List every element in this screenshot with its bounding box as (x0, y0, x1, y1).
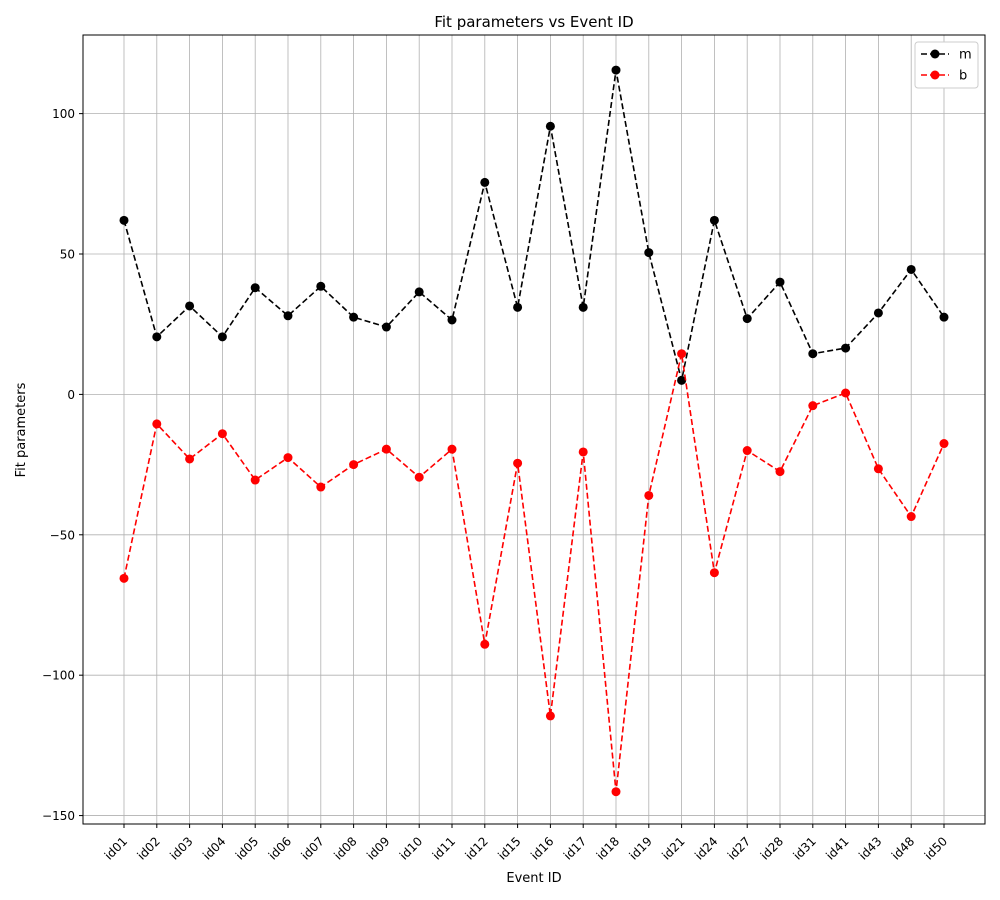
legend: mb (914, 41, 979, 89)
data-point-b (480, 639, 490, 649)
data-point-m (381, 322, 391, 332)
data-point-m (873, 308, 883, 318)
data-point-m (709, 215, 719, 225)
data-point-b (808, 401, 818, 411)
data-point-m (841, 343, 851, 353)
data-point-m (217, 332, 227, 342)
data-point-b (644, 490, 654, 500)
data-point-b (775, 467, 785, 477)
series-line-b (123, 353, 945, 792)
data-point-b (677, 349, 687, 359)
data-point-m (939, 312, 949, 322)
y-axis-label: Fit parameters (14, 382, 29, 477)
data-point-b (939, 439, 949, 449)
data-point-m (119, 215, 129, 225)
data-point-m (906, 264, 916, 274)
data-point-b (578, 447, 588, 457)
data-point-m (545, 121, 555, 131)
data-point-m (513, 302, 523, 312)
data-point-b (152, 419, 162, 429)
data-point-b (381, 444, 391, 454)
data-point-m (480, 177, 490, 187)
data-point-m (349, 312, 359, 322)
data-point-b (545, 711, 555, 721)
data-point-m (808, 349, 818, 359)
data-point-m (611, 65, 621, 75)
data-point-b (316, 482, 326, 492)
data-point-m (644, 248, 654, 258)
grid (83, 35, 985, 824)
data-point-b (513, 458, 523, 468)
data-point-m (742, 314, 752, 324)
data-point-b (709, 568, 719, 578)
data-point-b (447, 444, 457, 454)
data-point-b (742, 446, 752, 456)
data-point-m (250, 283, 260, 293)
data-point-b (414, 472, 424, 482)
data-point-m (414, 287, 424, 297)
y-tick-label: 100 (52, 107, 75, 121)
data-point-b (217, 429, 227, 439)
data-point-b (841, 388, 851, 398)
y-tick-label: −100 (42, 669, 75, 683)
data-point-b (283, 453, 293, 463)
legend-label-m: m (959, 48, 972, 63)
data-point-b (250, 475, 260, 485)
x-axis-label: Event ID (506, 871, 561, 886)
y-tick-label: −50 (50, 528, 75, 542)
data-point-m (447, 315, 457, 325)
plot-frame (82, 34, 986, 825)
legend-marker-m (930, 49, 940, 59)
data-point-m (152, 332, 162, 342)
data-point-b (349, 460, 359, 470)
data-point-b (906, 512, 916, 522)
chart-title: Fit parameters vs Event ID (434, 13, 633, 31)
data-point-m (283, 311, 293, 321)
data-point-b (611, 787, 621, 797)
data-point-m (775, 277, 785, 287)
y-tick-label: 0 (67, 388, 75, 402)
data-point-b (185, 454, 195, 464)
data-point-b (873, 464, 883, 474)
y-tick-label: 50 (60, 248, 75, 262)
series-layer (119, 65, 949, 797)
data-point-m (578, 302, 588, 312)
legend-label-b: b (959, 69, 967, 84)
data-point-m (185, 301, 195, 311)
data-point-m (316, 281, 326, 291)
data-point-m (677, 375, 687, 385)
y-tick-label: −150 (42, 809, 75, 823)
legend-marker-b (930, 70, 940, 80)
data-point-b (119, 573, 129, 583)
